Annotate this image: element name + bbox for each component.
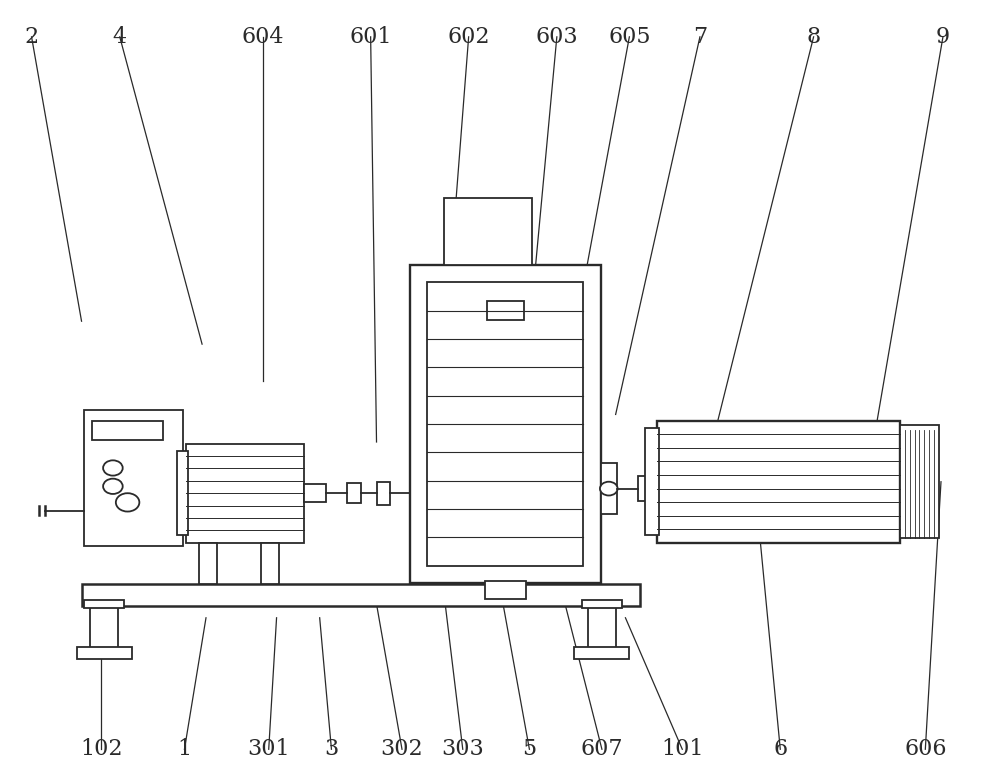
- Text: 303: 303: [441, 738, 484, 760]
- Bar: [485, 581, 526, 600]
- Bar: [657, 420, 900, 543]
- Bar: [347, 484, 361, 503]
- Circle shape: [600, 482, 618, 495]
- Text: 604: 604: [242, 26, 284, 48]
- Bar: [377, 482, 390, 505]
- Text: 4: 4: [113, 26, 127, 48]
- Text: 301: 301: [247, 738, 290, 760]
- Text: 101: 101: [661, 738, 704, 760]
- Bar: [588, 605, 616, 650]
- Text: 302: 302: [381, 738, 423, 760]
- Bar: [601, 463, 617, 514]
- Text: 602: 602: [447, 26, 490, 48]
- Text: 9: 9: [936, 26, 950, 48]
- Text: 607: 607: [581, 738, 623, 760]
- Circle shape: [103, 479, 123, 494]
- Bar: [900, 425, 939, 538]
- Bar: [177, 451, 188, 535]
- Bar: [261, 543, 279, 584]
- Text: 8: 8: [806, 26, 821, 48]
- Text: 102: 102: [80, 738, 122, 760]
- Circle shape: [103, 460, 123, 476]
- Bar: [84, 601, 124, 608]
- Text: 2: 2: [24, 26, 39, 48]
- Bar: [487, 301, 524, 321]
- Bar: [84, 410, 183, 546]
- Bar: [427, 282, 583, 566]
- Text: 603: 603: [536, 26, 578, 48]
- Bar: [77, 647, 132, 659]
- Text: 5: 5: [522, 738, 536, 760]
- Text: 3: 3: [324, 738, 339, 760]
- Bar: [199, 543, 217, 584]
- Bar: [645, 428, 659, 535]
- Bar: [82, 584, 640, 605]
- Bar: [638, 477, 652, 501]
- Circle shape: [116, 493, 139, 512]
- Bar: [90, 605, 118, 650]
- Bar: [304, 484, 326, 502]
- Bar: [410, 265, 601, 583]
- Text: 605: 605: [608, 26, 651, 48]
- Text: 7: 7: [693, 26, 707, 48]
- Text: 1: 1: [177, 738, 192, 760]
- Bar: [186, 444, 304, 543]
- Text: 601: 601: [349, 26, 392, 48]
- Text: 606: 606: [904, 738, 947, 760]
- Text: 6: 6: [773, 738, 787, 760]
- Bar: [582, 601, 622, 608]
- Bar: [444, 198, 532, 265]
- Bar: [92, 420, 163, 441]
- Bar: [574, 647, 629, 659]
